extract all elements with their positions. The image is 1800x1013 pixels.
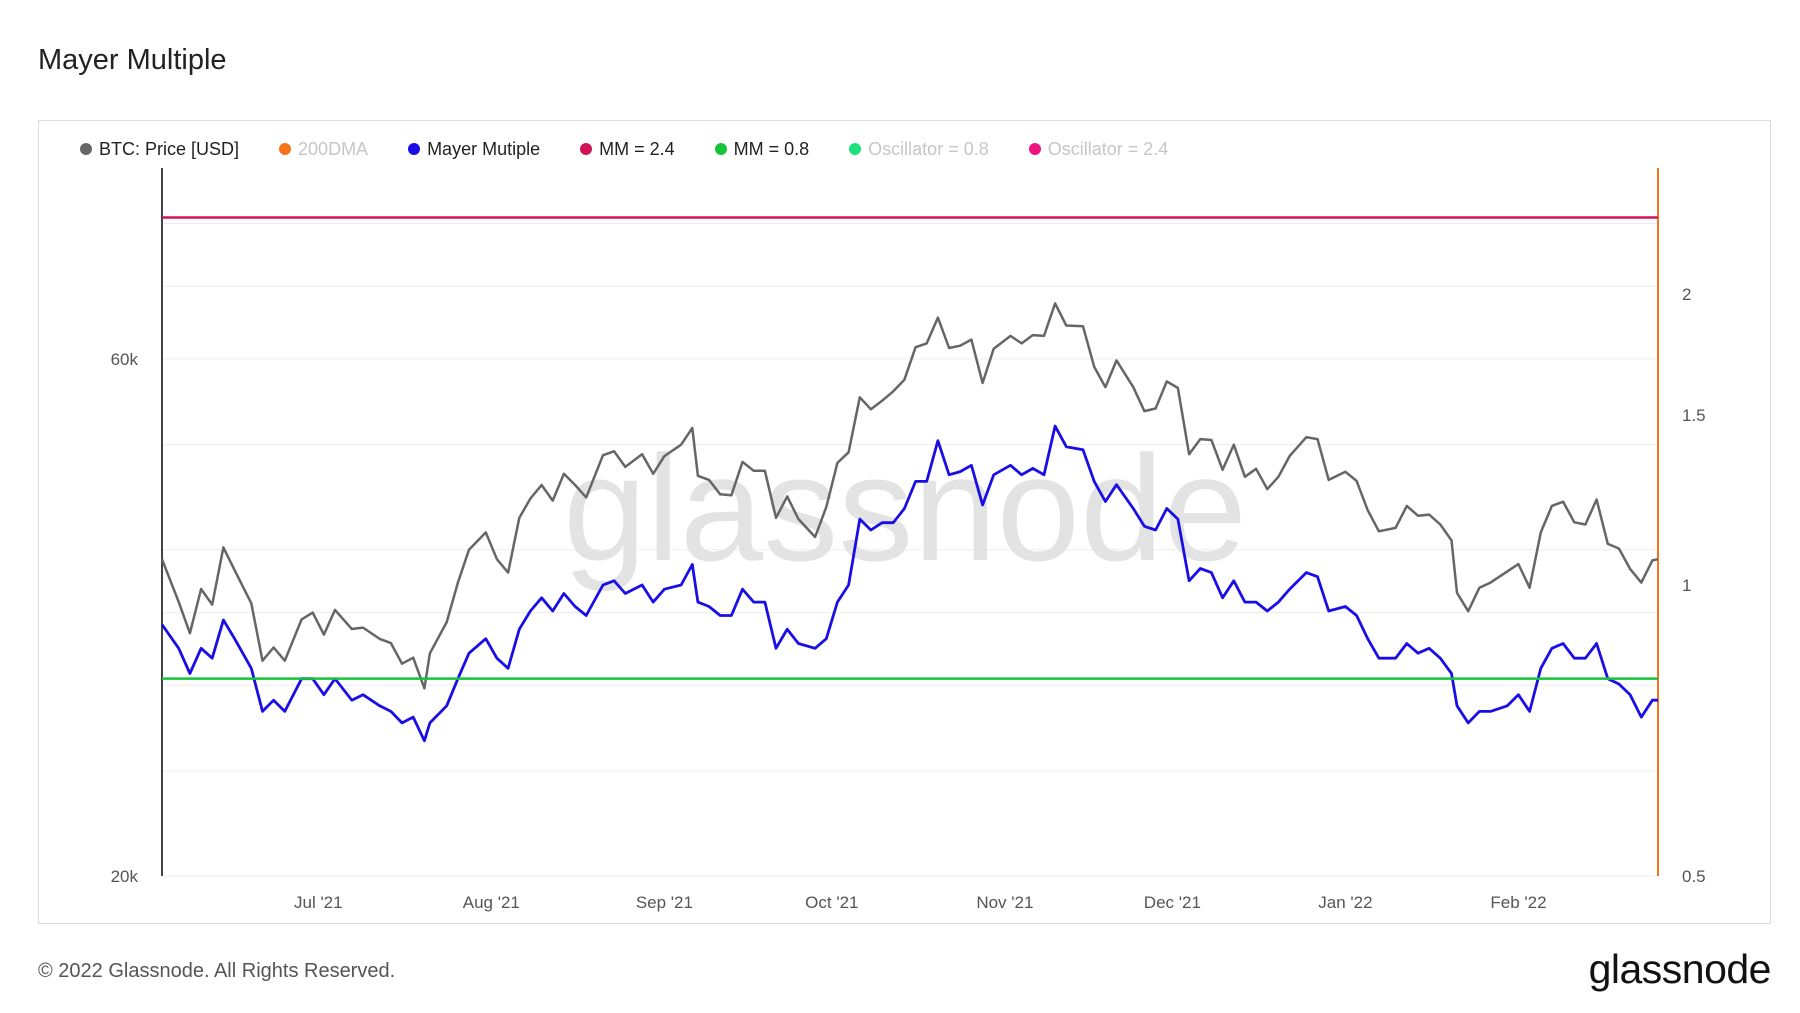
price-dot-icon [80, 143, 92, 155]
legend-item[interactable]: MM = 2.4 [580, 139, 675, 160]
series-line-btc-price-usd- [160, 302, 1659, 690]
y-right-tick-label: 1.5 [1682, 406, 1706, 425]
x-tick-label: Jul '21 [294, 893, 343, 912]
dma-dot-icon [279, 143, 292, 155]
x-tick-label: Jan '22 [1318, 893, 1372, 912]
x-tick-label: Oct '21 [805, 893, 858, 912]
chart-frame [38, 120, 1771, 924]
legend-item[interactable]: Oscillator = 2.4 [1028, 138, 1169, 160]
page-title: Mayer Multiple [38, 44, 227, 76]
legend-label: BTC: Price [USD] [99, 138, 240, 159]
x-tick-label: Feb '22 [1490, 893, 1546, 912]
x-tick-label: Aug '21 [463, 893, 520, 912]
legend-label: MM = 0.8 [733, 138, 810, 159]
y-right-tick-label: 0.5 [1682, 867, 1706, 886]
legend-label: 200DMA [298, 138, 369, 159]
legend-label: MM = 2.4 [599, 138, 675, 159]
y-right-tick-label: 1 [1682, 576, 1691, 595]
glassnode-logo[interactable]: glassnode [1588, 946, 1772, 992]
y-right-tick-label: 2 [1682, 285, 1691, 304]
legend-item[interactable]: Oscillator = 0.8 [849, 139, 989, 160]
y-left-tick-label: 60k [111, 350, 139, 369]
mm-low-dot-icon [714, 143, 727, 155]
y-left-tick-label: 20k [111, 867, 139, 886]
osc-high-dot-icon [1028, 143, 1041, 155]
x-tick-label: Dec '21 [1144, 893, 1201, 912]
legend-item[interactable]: Mayer Mutiple [408, 139, 540, 160]
mayer-dot-icon [408, 143, 421, 155]
chart-legend: BTC: Price [USD] 200DMA Mayer Mutiple MM = … [80, 136, 1208, 162]
x-tick-label: Nov '21 [976, 893, 1033, 912]
legend-label: Oscillator = 0.8 [868, 138, 989, 159]
mm-high-dot-icon [580, 143, 593, 155]
copyright-text: © 2022 Glassnode. All Rights Reserved. [38, 960, 396, 982]
legend-label: Mayer Mutiple [427, 138, 541, 159]
x-tick-label: Sep '21 [636, 893, 693, 912]
legend-item[interactable]: BTC: Price [USD] [80, 139, 239, 160]
legend-item[interactable]: MM = 0.8 [714, 138, 810, 160]
series-line-mayer-mutiple [160, 424, 1658, 743]
osc-low-dot-icon [849, 143, 862, 155]
legend-label: Oscillator = 2.4 [1047, 138, 1169, 159]
legend-item[interactable]: 200DMA [279, 139, 368, 160]
